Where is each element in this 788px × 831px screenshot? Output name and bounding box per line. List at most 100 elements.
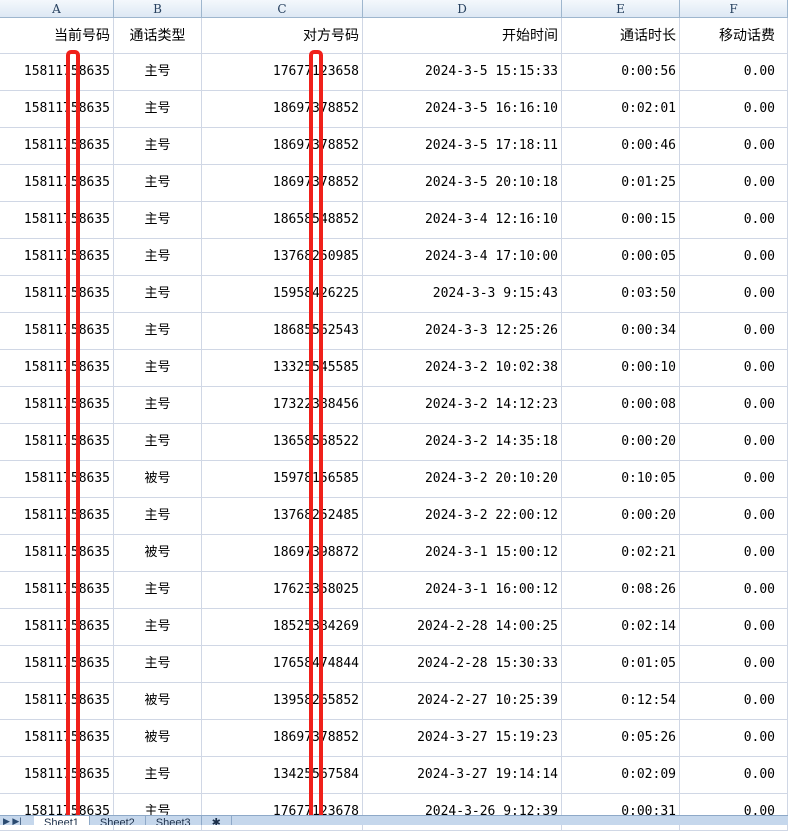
cell-current-number[interactable]: 15811758635: [0, 239, 114, 275]
cell-call-type[interactable]: 主号: [114, 165, 202, 201]
cell-duration[interactable]: 0:00:34: [562, 313, 680, 349]
cell-fee[interactable]: 0.00: [680, 424, 788, 460]
column-header-d[interactable]: D: [363, 0, 562, 17]
cell-call-type[interactable]: 主号: [114, 498, 202, 534]
header-call-type[interactable]: 通话类型: [114, 18, 202, 53]
cell-call-type[interactable]: 被号: [114, 535, 202, 571]
cell-other-number[interactable]: 13768252485: [202, 498, 363, 534]
cell-start-time[interactable]: 2024-3-1 16:00:12: [363, 572, 562, 608]
cell-current-number[interactable]: 15811758635: [0, 757, 114, 793]
cell-fee[interactable]: 0.00: [680, 165, 788, 201]
cell-fee[interactable]: 0.00: [680, 239, 788, 275]
cell-start-time[interactable]: 2024-2-27 10:25:39: [363, 683, 562, 719]
cell-fee[interactable]: 0.00: [680, 313, 788, 349]
cell-duration[interactable]: 0:00:20: [562, 498, 680, 534]
sheet-tab-1[interactable]: Sheet1: [34, 816, 90, 825]
sheet-tab-2[interactable]: Sheet2: [90, 816, 146, 825]
cell-call-type[interactable]: 主号: [114, 350, 202, 386]
cell-duration[interactable]: 0:08:26: [562, 572, 680, 608]
cell-other-number[interactable]: 13958265852: [202, 683, 363, 719]
cell-current-number[interactable]: 15811758635: [0, 572, 114, 608]
cell-fee[interactable]: 0.00: [680, 54, 788, 90]
cell-call-type[interactable]: 主号: [114, 276, 202, 312]
cell-duration[interactable]: 0:00:46: [562, 128, 680, 164]
cell-start-time[interactable]: 2024-3-27 15:19:23: [363, 720, 562, 756]
cell-duration[interactable]: 0:00:08: [562, 387, 680, 423]
cell-start-time[interactable]: 2024-3-4 12:16:10: [363, 202, 562, 238]
cell-duration[interactable]: 0:05:26: [562, 720, 680, 756]
cell-fee[interactable]: 0.00: [680, 91, 788, 127]
cell-start-time[interactable]: 2024-3-5 16:16:10: [363, 91, 562, 127]
header-fee[interactable]: 移动话费: [680, 18, 788, 53]
cell-call-type[interactable]: 主号: [114, 609, 202, 645]
cell-duration[interactable]: 0:12:54: [562, 683, 680, 719]
cell-call-type[interactable]: 被号: [114, 461, 202, 497]
cell-current-number[interactable]: 15811758635: [0, 609, 114, 645]
cell-start-time[interactable]: 2024-2-28 15:30:33: [363, 646, 562, 682]
cell-start-time[interactable]: 2024-3-4 17:10:00: [363, 239, 562, 275]
cell-other-number[interactable]: 18697378852: [202, 165, 363, 201]
cell-other-number[interactable]: 18685562543: [202, 313, 363, 349]
cell-duration[interactable]: 0:02:21: [562, 535, 680, 571]
cell-call-type[interactable]: 主号: [114, 239, 202, 275]
cell-current-number[interactable]: 15811758635: [0, 313, 114, 349]
cell-current-number[interactable]: 15811758635: [0, 683, 114, 719]
cell-call-type[interactable]: 主号: [114, 91, 202, 127]
cell-start-time[interactable]: 2024-3-1 15:00:12: [363, 535, 562, 571]
cell-other-number[interactable]: 17658474844: [202, 646, 363, 682]
sheet-tab-3[interactable]: Sheet3: [146, 816, 202, 825]
cell-fee[interactable]: 0.00: [680, 276, 788, 312]
cell-other-number[interactable]: 18658548852: [202, 202, 363, 238]
cell-other-number[interactable]: 18697378852: [202, 128, 363, 164]
cell-current-number[interactable]: 15811758635: [0, 461, 114, 497]
cell-current-number[interactable]: 15811758635: [0, 54, 114, 90]
header-other-number[interactable]: 对方号码: [202, 18, 363, 53]
header-current-number[interactable]: 当前号码: [0, 18, 114, 53]
cell-other-number[interactable]: 13425567584: [202, 757, 363, 793]
cell-other-number[interactable]: 15978156585: [202, 461, 363, 497]
cell-duration[interactable]: 0:00:05: [562, 239, 680, 275]
cell-current-number[interactable]: 15811758635: [0, 276, 114, 312]
cell-call-type[interactable]: 主号: [114, 202, 202, 238]
cell-fee[interactable]: 0.00: [680, 757, 788, 793]
cell-call-type[interactable]: 主号: [114, 313, 202, 349]
cell-duration[interactable]: 0:00:15: [562, 202, 680, 238]
cell-start-time[interactable]: 2024-2-28 14:00:25: [363, 609, 562, 645]
cell-duration[interactable]: 0:02:14: [562, 609, 680, 645]
cell-duration[interactable]: 0:10:05: [562, 461, 680, 497]
cell-duration[interactable]: 0:01:05: [562, 646, 680, 682]
cell-other-number[interactable]: 13658568522: [202, 424, 363, 460]
cell-current-number[interactable]: 15811758635: [0, 424, 114, 460]
cell-fee[interactable]: 0.00: [680, 350, 788, 386]
cell-current-number[interactable]: 15811758635: [0, 720, 114, 756]
cell-start-time[interactable]: 2024-3-2 20:10:20: [363, 461, 562, 497]
cell-current-number[interactable]: 15811758635: [0, 350, 114, 386]
cell-other-number[interactable]: 18525384269: [202, 609, 363, 645]
cell-other-number[interactable]: 13325545585: [202, 350, 363, 386]
cell-call-type[interactable]: 主号: [114, 646, 202, 682]
cell-call-type[interactable]: 主号: [114, 54, 202, 90]
cell-current-number[interactable]: 15811758635: [0, 128, 114, 164]
cell-duration[interactable]: 0:00:56: [562, 54, 680, 90]
cell-other-number[interactable]: 18697398872: [202, 535, 363, 571]
cell-fee[interactable]: 0.00: [680, 535, 788, 571]
cell-fee[interactable]: 0.00: [680, 202, 788, 238]
cell-fee[interactable]: 0.00: [680, 609, 788, 645]
column-header-c[interactable]: C: [202, 0, 363, 17]
cell-current-number[interactable]: 15811758635: [0, 646, 114, 682]
cell-call-type[interactable]: 被号: [114, 720, 202, 756]
cell-fee[interactable]: 0.00: [680, 646, 788, 682]
cell-other-number[interactable]: 18697378852: [202, 91, 363, 127]
cell-start-time[interactable]: 2024-3-5 15:15:33: [363, 54, 562, 90]
cell-fee[interactable]: 0.00: [680, 720, 788, 756]
cell-other-number[interactable]: 18697378852: [202, 720, 363, 756]
cell-start-time[interactable]: 2024-3-27 19:14:14: [363, 757, 562, 793]
cell-other-number[interactable]: 17322388456: [202, 387, 363, 423]
cell-other-number[interactable]: 15958426225: [202, 276, 363, 312]
column-header-a[interactable]: A: [0, 0, 114, 17]
cell-call-type[interactable]: 被号: [114, 683, 202, 719]
cell-start-time[interactable]: 2024-3-5 20:10:18: [363, 165, 562, 201]
cell-start-time[interactable]: 2024-3-2 22:00:12: [363, 498, 562, 534]
column-header-e[interactable]: E: [562, 0, 680, 17]
cell-current-number[interactable]: 15811758635: [0, 387, 114, 423]
